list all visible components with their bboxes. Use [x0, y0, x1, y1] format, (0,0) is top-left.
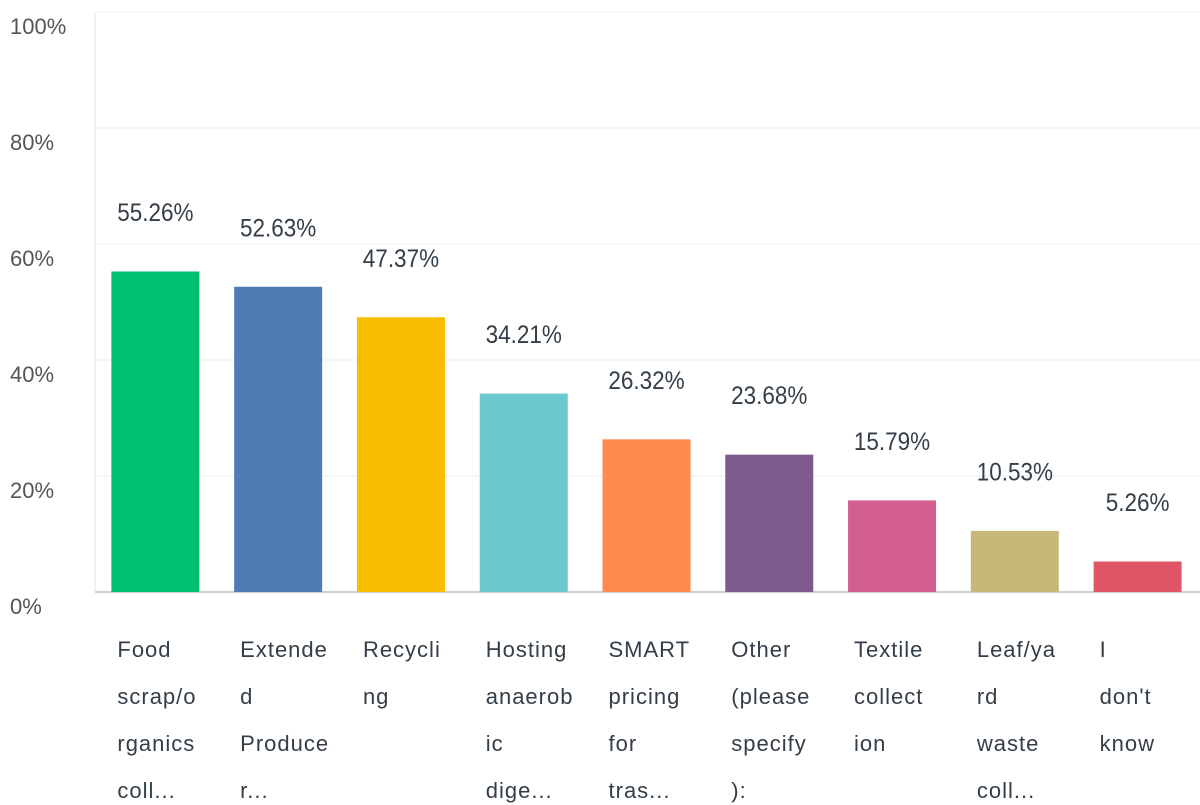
- x-tick-label: pricing: [609, 684, 681, 709]
- bar: [970, 530, 1059, 592]
- x-tick-label: coll...: [117, 778, 175, 803]
- bar: [234, 286, 323, 592]
- x-tick-label: ion: [854, 731, 886, 756]
- value-label: 47.37%: [363, 245, 439, 273]
- x-tick-label: dige...: [486, 778, 553, 803]
- x-tick-label: ng: [363, 684, 389, 709]
- x-tick-label: scrap/o: [117, 684, 196, 709]
- value-label: 10.53%: [977, 458, 1053, 486]
- bar: [1093, 561, 1182, 592]
- x-tick-label: know: [1100, 731, 1155, 756]
- x-tick-label: for: [609, 731, 638, 756]
- y-tick-label: 20%: [10, 478, 54, 503]
- value-label: 23.68%: [731, 382, 807, 410]
- x-tick-label: d: [240, 684, 253, 709]
- value-label: 55.26%: [117, 199, 193, 227]
- x-tick-label: waste: [976, 731, 1039, 756]
- bar: [111, 271, 200, 592]
- x-tick-label: I: [1100, 637, 1107, 662]
- x-tick-label: SMART: [609, 637, 691, 662]
- x-tick-label: rganics: [117, 731, 195, 756]
- y-tick-label: 100%: [10, 14, 66, 39]
- x-tick-label: tras...: [609, 778, 671, 803]
- x-tick-label: anaerob: [486, 684, 574, 709]
- x-tick-label: Hosting: [486, 637, 568, 662]
- x-tick-label: rd: [977, 684, 999, 709]
- y-tick-label: 0%: [10, 594, 42, 619]
- y-tick-label: 80%: [10, 130, 54, 155]
- x-tick-label: (please: [731, 684, 810, 709]
- value-label: 15.79%: [854, 428, 930, 456]
- x-tick-label: collect: [854, 684, 923, 709]
- x-tick-label: specify: [731, 731, 806, 756]
- value-label: 34.21%: [486, 321, 562, 349]
- bar: [848, 500, 937, 592]
- bar: [725, 454, 814, 592]
- x-tick-label: r...: [240, 778, 268, 803]
- value-label: 52.63%: [240, 214, 316, 242]
- x-tick-label: Produce: [240, 731, 329, 756]
- x-tick-label: ):: [731, 778, 746, 803]
- x-tick-label: coll...: [977, 778, 1035, 803]
- bar: [602, 439, 691, 592]
- bar: [356, 317, 445, 592]
- x-tick-label: Extende: [240, 637, 328, 662]
- x-tick-label: Other: [731, 637, 791, 662]
- x-tick-label: Textile: [854, 637, 923, 662]
- value-label: 5.26%: [1106, 489, 1170, 517]
- x-tick-label: ic: [486, 731, 504, 756]
- x-tick-label: don't: [1100, 684, 1152, 709]
- y-tick-label: 60%: [10, 246, 54, 271]
- x-tick-label: Food: [117, 637, 171, 662]
- x-tick-label: Leaf/ya: [977, 637, 1056, 662]
- value-label: 26.32%: [608, 367, 684, 395]
- bar: [479, 393, 568, 592]
- x-tick-label: Recycli: [363, 637, 441, 662]
- y-tick-label: 40%: [10, 362, 54, 387]
